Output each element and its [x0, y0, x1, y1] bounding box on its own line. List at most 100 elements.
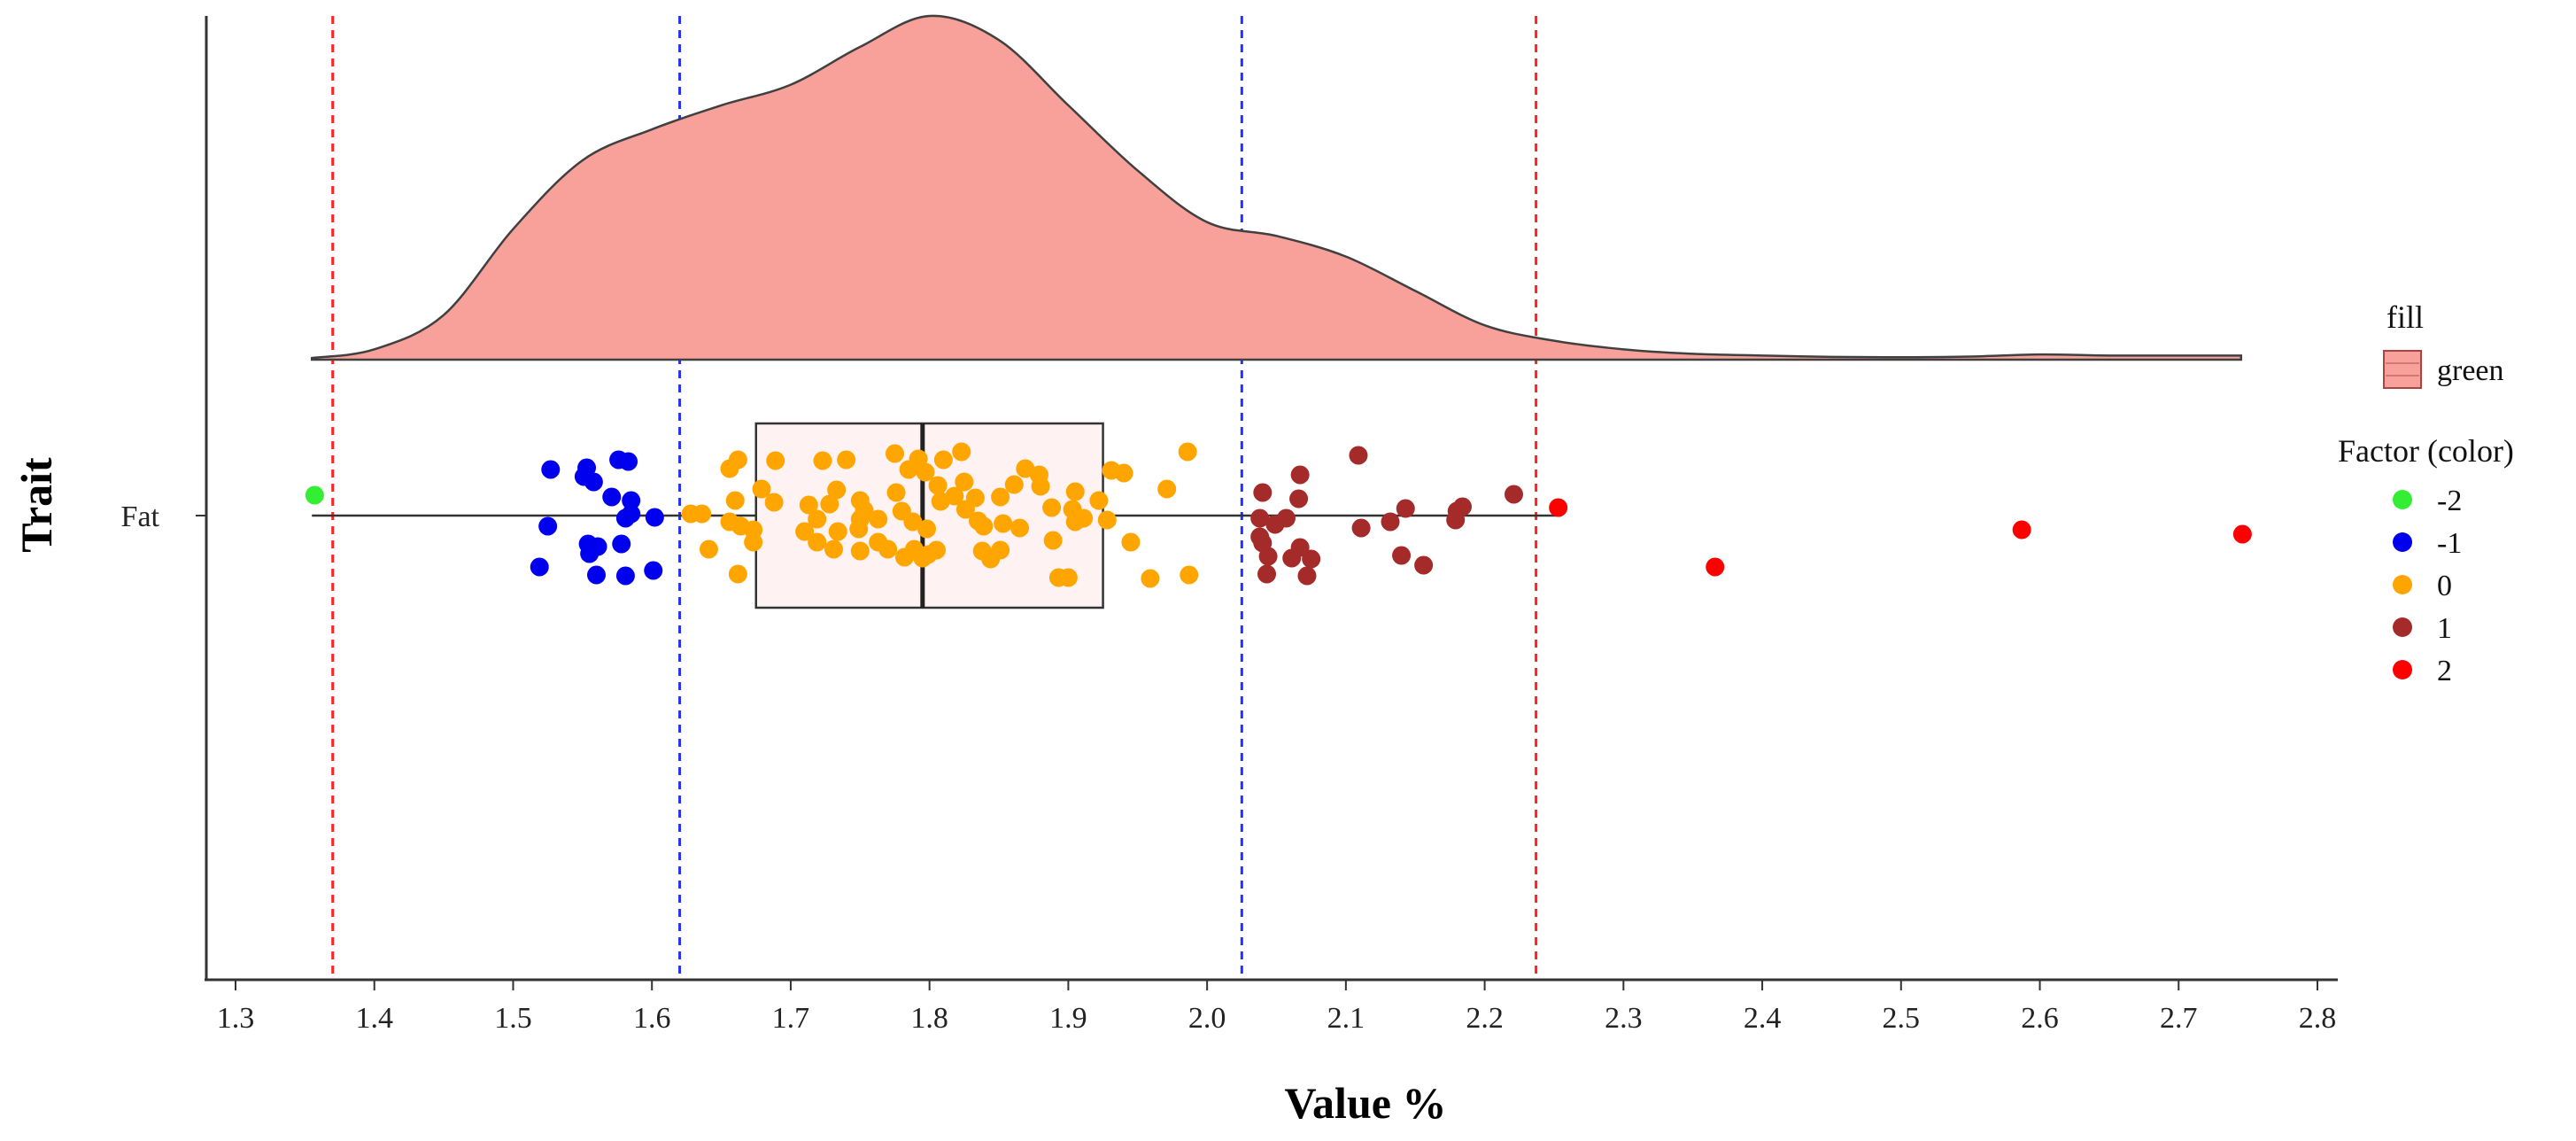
data-point — [1089, 491, 1109, 510]
data-point — [645, 508, 664, 527]
color-legend-entries: -2 -1 0 1 2 — [2393, 485, 2462, 687]
data-point — [1141, 569, 1160, 588]
x-axis-title: Value % — [1285, 1078, 1447, 1128]
data-point — [305, 485, 324, 505]
x-tick-label: 1.4 — [355, 1002, 393, 1035]
legend-swatch-1 — [2393, 532, 2412, 552]
data-point — [955, 472, 974, 492]
fill-legend: fill green — [2383, 299, 2504, 389]
data-point — [766, 451, 785, 470]
data-point — [1446, 510, 1466, 530]
data-point — [849, 519, 869, 539]
data-point — [587, 565, 607, 585]
x-tick-label: 1.8 — [910, 1002, 948, 1035]
data-point — [799, 495, 818, 515]
x-axis-ticks: 1.3 1.4 1.5 1.6 1.7 1.8 1.9 2.0 2.1 2.2 2.3 2.4 2.5 2… — [217, 980, 2337, 1035]
data-point — [580, 544, 600, 563]
data-point — [931, 492, 950, 511]
fill-legend-swatch — [2383, 350, 2422, 389]
data-point — [981, 549, 1001, 569]
legend-swatch-0 — [2393, 490, 2412, 509]
data-point — [820, 494, 839, 514]
data-point — [974, 516, 994, 536]
legend-swatch-4 — [2393, 660, 2412, 679]
data-point — [602, 487, 622, 507]
legend-swatch-2 — [2393, 575, 2412, 594]
data-point — [1042, 498, 1062, 517]
legend-swatch-3 — [2393, 617, 2412, 637]
data-point — [869, 509, 888, 529]
data-point — [1396, 499, 1415, 518]
data-point — [837, 450, 856, 470]
data-point — [752, 479, 771, 499]
data-point — [795, 522, 815, 541]
x-tick-label: 1.3 — [217, 1002, 255, 1035]
data-point — [894, 547, 914, 567]
data-point — [1157, 479, 1177, 499]
color-legend: Factor (color) -2 -1 0 1 2 — [2338, 433, 2514, 687]
data-point — [1121, 532, 1141, 552]
x-tick-label: 2.3 — [1605, 1002, 1643, 1035]
data-point — [619, 452, 638, 471]
data-point — [808, 509, 827, 529]
data-point — [612, 534, 631, 554]
data-point — [1016, 459, 1035, 478]
data-point — [903, 512, 923, 532]
data-point — [584, 472, 603, 492]
data-point — [878, 539, 898, 559]
x-tick-label: 1.5 — [494, 1002, 532, 1035]
data-point — [827, 480, 847, 500]
data-point — [899, 460, 918, 479]
data-point — [1549, 498, 1568, 517]
x-tick-label: 2.2 — [1466, 1002, 1504, 1035]
x-tick-label: 1.6 — [633, 1002, 671, 1035]
data-point — [928, 476, 948, 495]
data-point — [622, 491, 641, 510]
x-tick-label: 1.9 — [1049, 1002, 1087, 1035]
data-point — [530, 557, 549, 577]
density-layer — [310, 14, 2243, 361]
data-point — [1010, 518, 1030, 538]
data-point — [720, 459, 739, 478]
data-point — [1097, 510, 1117, 530]
data-point — [1414, 555, 1434, 575]
x-tick-label: 2.0 — [1188, 1002, 1226, 1035]
data-point — [1289, 489, 1309, 508]
data-point — [1258, 547, 1278, 566]
data-point — [725, 491, 745, 510]
data-point — [1031, 477, 1050, 496]
fill-legend-title: fill — [2386, 299, 2424, 335]
x-tick-label: 2.1 — [1327, 1002, 1365, 1035]
x-tick-label: 2.8 — [2299, 1002, 2337, 1035]
data-point — [1250, 508, 1270, 528]
fill-legend-label: green — [2437, 354, 2504, 387]
data-point — [1265, 515, 1285, 534]
data-point — [1351, 518, 1371, 538]
data-point — [1004, 475, 1024, 494]
data-point — [991, 487, 1010, 507]
data-point — [1290, 465, 1310, 485]
data-point — [1297, 566, 1317, 586]
y-axis-title: Trait — [12, 457, 61, 553]
data-point — [955, 500, 975, 519]
data-point — [1180, 565, 1199, 585]
data-point — [933, 450, 953, 470]
data-point — [1505, 485, 1524, 504]
data-point — [728, 564, 747, 584]
x-tick-label: 2.5 — [1883, 1002, 1921, 1035]
data-point — [541, 460, 561, 479]
data-point — [1065, 482, 1085, 501]
data-point — [1058, 568, 1078, 587]
data-point — [1114, 463, 1133, 483]
density-area — [310, 14, 2243, 361]
data-point — [1302, 549, 1321, 569]
boxplot — [312, 422, 1561, 609]
data-point — [1282, 548, 1302, 568]
data-point — [744, 532, 763, 552]
x-tick-label: 2.7 — [2160, 1002, 2198, 1035]
data-point — [918, 545, 938, 564]
data-point — [808, 532, 827, 552]
data-point — [916, 462, 935, 482]
data-point — [1257, 564, 1277, 584]
